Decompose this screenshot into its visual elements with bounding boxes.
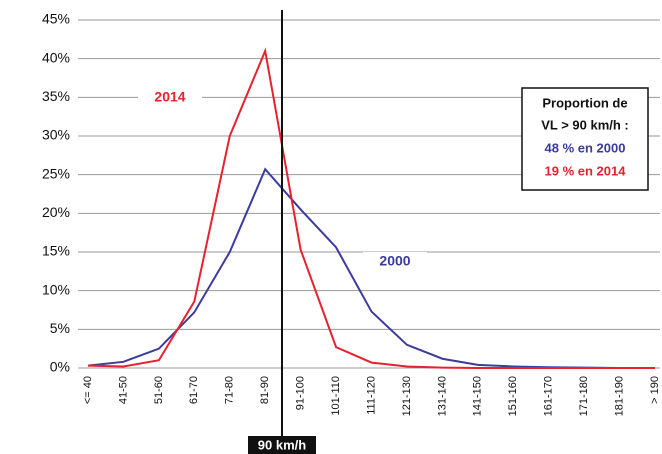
series-label: 2014 bbox=[154, 89, 185, 105]
y-tick-label: 0% bbox=[50, 359, 70, 375]
y-tick-label: 35% bbox=[42, 88, 70, 104]
x-tick-label: 181-190 bbox=[613, 376, 625, 416]
info-box-frame bbox=[521, 87, 649, 191]
x-tick-label: 61-70 bbox=[188, 376, 200, 404]
series-label-bg bbox=[138, 88, 202, 108]
x-tick-label: <= 40 bbox=[82, 376, 94, 404]
info-line: 48 % en 2000 bbox=[545, 140, 626, 155]
y-tick-label: 30% bbox=[42, 127, 70, 143]
x-tick-label: 151-160 bbox=[507, 376, 519, 416]
series-line bbox=[87, 47, 655, 369]
x-tick-label: 51-60 bbox=[153, 376, 165, 404]
x-tick-label: > 190 bbox=[649, 376, 661, 404]
y-tick-label: 40% bbox=[42, 49, 70, 65]
info-line: Proportion de bbox=[542, 95, 627, 110]
x-tick-label: 71-80 bbox=[224, 376, 236, 404]
y-tick-label: 15% bbox=[42, 243, 70, 259]
threshold-label: 90 km/h bbox=[258, 437, 306, 452]
x-tick-label: 41-50 bbox=[117, 376, 129, 404]
grid bbox=[78, 19, 660, 369]
x-tick-label: 131-140 bbox=[436, 376, 448, 416]
y-tick-label: 20% bbox=[42, 204, 70, 220]
series-label-bg bbox=[363, 252, 427, 272]
series-label: 2000 bbox=[379, 253, 410, 269]
y-tick-label: 5% bbox=[50, 320, 70, 336]
x-tick-label: 91-100 bbox=[295, 376, 307, 410]
lines bbox=[87, 47, 655, 369]
threshold-label-bg bbox=[248, 436, 316, 454]
info-box: Proportion de VL > 90 km/h : 48 % en 200… bbox=[521, 87, 649, 191]
x-tick-label: 171-180 bbox=[578, 376, 590, 416]
x-tick-label: 101-110 bbox=[330, 376, 342, 416]
info-line: VL > 90 km/h : bbox=[541, 117, 629, 132]
info-line: 19 % en 2014 bbox=[545, 163, 627, 178]
y-tick-label: 45% bbox=[42, 11, 70, 27]
x-tick-label: 141-150 bbox=[472, 376, 484, 416]
x-tick-label: 81-90 bbox=[259, 376, 271, 404]
x-tick-label: 121-130 bbox=[401, 376, 413, 416]
x-tick-label: 111-120 bbox=[365, 376, 377, 415]
y-tick-label: 10% bbox=[42, 281, 70, 297]
x-tick-label: 161-170 bbox=[543, 376, 555, 416]
y-tick-label: 25% bbox=[42, 165, 70, 181]
